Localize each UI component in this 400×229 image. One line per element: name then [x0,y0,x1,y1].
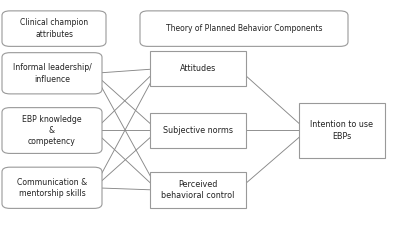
Text: Theory of Planned Behavior Components: Theory of Planned Behavior Components [166,24,322,33]
FancyBboxPatch shape [150,51,246,87]
FancyBboxPatch shape [140,11,348,46]
FancyBboxPatch shape [299,103,385,158]
FancyBboxPatch shape [150,172,246,208]
Text: Informal leadership/
influence: Informal leadership/ influence [13,63,91,84]
FancyBboxPatch shape [150,113,246,148]
Text: Subjective norms: Subjective norms [163,126,233,135]
FancyBboxPatch shape [2,167,102,208]
Text: EBP knowledge
&
competency: EBP knowledge & competency [22,114,82,147]
FancyBboxPatch shape [2,108,102,153]
Text: Perceived
behavioral control: Perceived behavioral control [161,180,235,200]
Text: Intention to use
EBPs: Intention to use EBPs [310,120,374,141]
Text: Clinical champion
attributes: Clinical champion attributes [20,18,88,39]
Text: Communication &
mentorship skills: Communication & mentorship skills [17,177,87,198]
FancyBboxPatch shape [2,53,102,94]
Text: Attitudes: Attitudes [180,64,216,73]
FancyBboxPatch shape [2,11,106,46]
